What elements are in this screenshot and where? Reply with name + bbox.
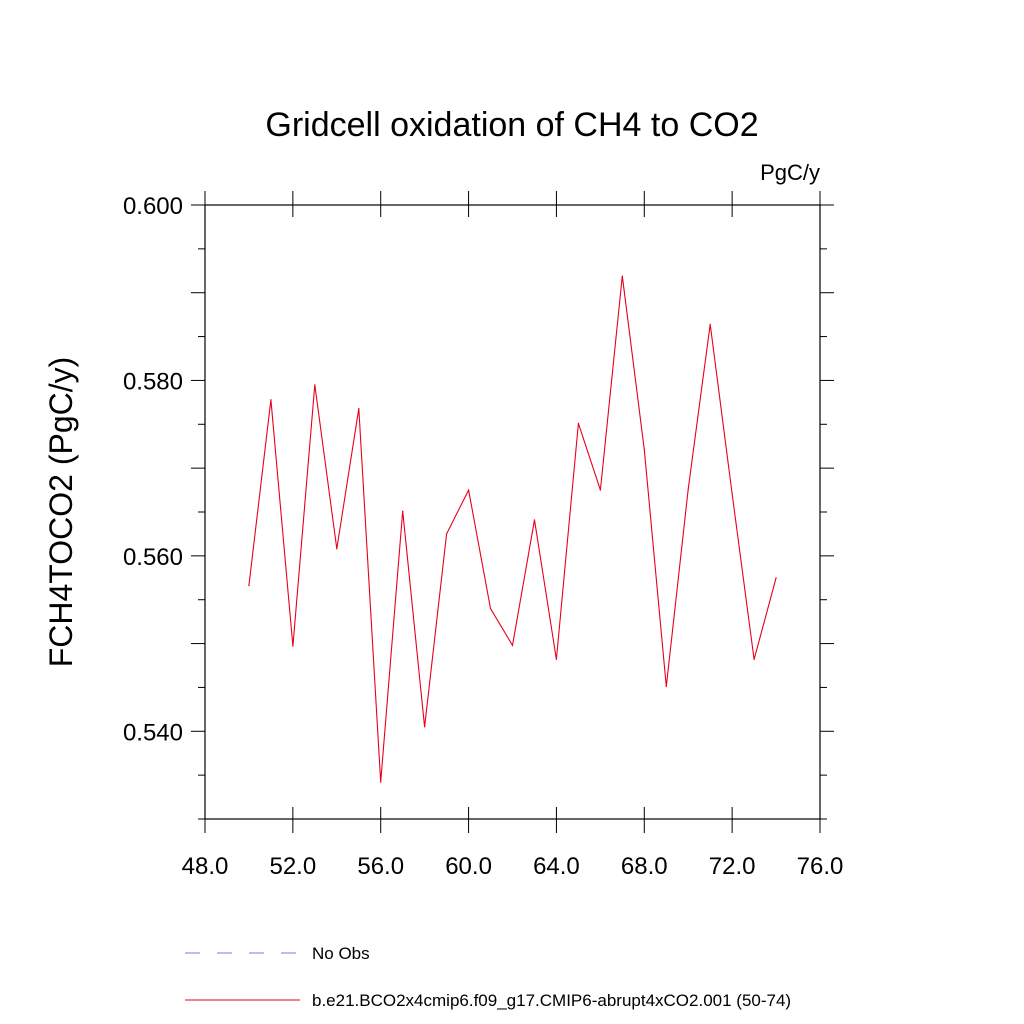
x-tick-label: 76.0 [797,853,844,880]
y-tick-label: 0.540 [123,719,183,746]
data-point [511,644,514,646]
y-tick-label: 0.580 [123,368,183,395]
y-axis-label: FCH4TOCO2 (PgC/y) [43,357,79,668]
data-point [336,548,338,550]
data-point [753,658,755,660]
x-tick-label: 56.0 [357,853,404,880]
chart-title: Gridcell oxidation of CH4 to CO2 [265,106,758,144]
x-tick-label: 72.0 [709,853,756,880]
data-point [402,510,404,512]
x-tick-label: 60.0 [445,853,492,880]
x-tick-label: 64.0 [533,853,580,880]
data-point [775,577,777,579]
data-point [555,658,558,660]
data-point [709,323,711,325]
data-point [489,607,492,610]
y-tick-label: 0.560 [123,544,183,571]
data-point [248,585,250,587]
units-label: PgC/y [760,160,820,185]
data-point [599,489,601,491]
x-axis-ticks: 48.0 52.0 56.0 60.0 64.0 68.0 72.0 76.0 [182,191,844,880]
data-point [292,645,294,647]
legend-label: No Obs [312,944,370,963]
data-point [467,489,470,491]
data-point [731,492,733,495]
data-point [314,384,316,386]
data-point [577,422,579,425]
legend: No Obs b.e21.BCO2x4cmip6.f09_g17.CMIP6-ab… [185,944,791,1010]
x-tick-label: 48.0 [182,853,229,880]
data-point [446,533,448,535]
legend-label: b.e21.BCO2x4cmip6.f09_g17.CMIP6-abrupt4x… [312,991,791,1010]
data-point [424,726,426,728]
series-line [248,275,777,783]
series-lines [248,275,777,783]
data-point [643,449,645,451]
plot-area-frame [204,204,821,820]
x-tick-label: 68.0 [621,853,668,880]
data-point [621,275,623,277]
data-point [533,519,536,521]
y-axis-ticks: 0.540 0.560 0.580 0.600 [123,193,834,820]
data-point [358,407,360,410]
data-point [270,399,272,401]
y-tick-label: 0.600 [123,193,183,220]
x-tick-label: 52.0 [269,853,316,880]
data-point [665,685,667,688]
data-point [687,488,689,490]
data-point [380,781,382,783]
